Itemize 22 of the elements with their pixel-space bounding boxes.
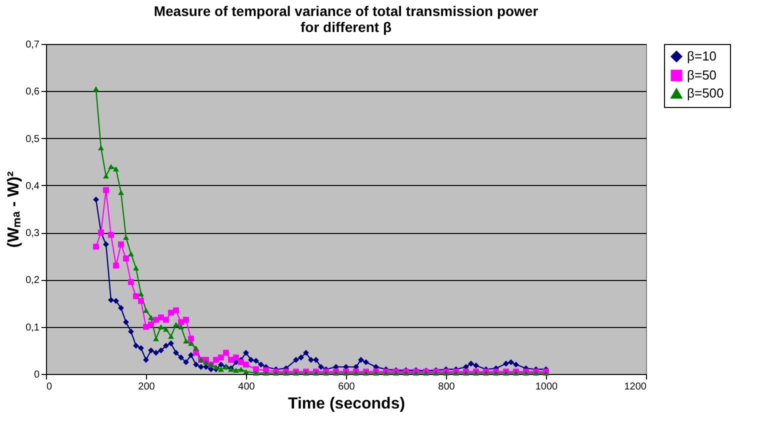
y-tick-label: 0,1: [26, 322, 40, 334]
x-tick-label: 1200: [624, 382, 647, 392]
x-axis-title: Time (seconds): [288, 396, 406, 412]
y-tick-label: 0,4: [26, 180, 40, 192]
y-tick-label: 0,2: [26, 275, 40, 286]
y-tick-label: 0,7: [26, 40, 40, 50]
legend-label: β=500: [687, 86, 724, 100]
legend-label: β=50: [687, 68, 717, 82]
x-tick-label: 600: [338, 382, 356, 392]
y-tick-label: 0,5: [26, 134, 40, 145]
x-tick-label: 1000: [535, 382, 558, 392]
text: for different β: [300, 19, 392, 35]
x-tick-label: 0: [46, 382, 52, 392]
x-tick-label: 800: [438, 382, 456, 392]
y-tick-label: 0,3: [26, 228, 40, 240]
text: Measure of temporal variance of total transmission power: [154, 3, 538, 19]
y-tick-label: 0,6: [26, 86, 40, 98]
y-axis-title: (Wₘₐ - W)²: [6, 171, 23, 248]
x-tick-label: 400: [238, 382, 256, 392]
y-tick-label: 0: [34, 370, 40, 380]
x-tick-label: 200: [138, 382, 156, 392]
legend-label: β=10: [687, 48, 717, 64]
